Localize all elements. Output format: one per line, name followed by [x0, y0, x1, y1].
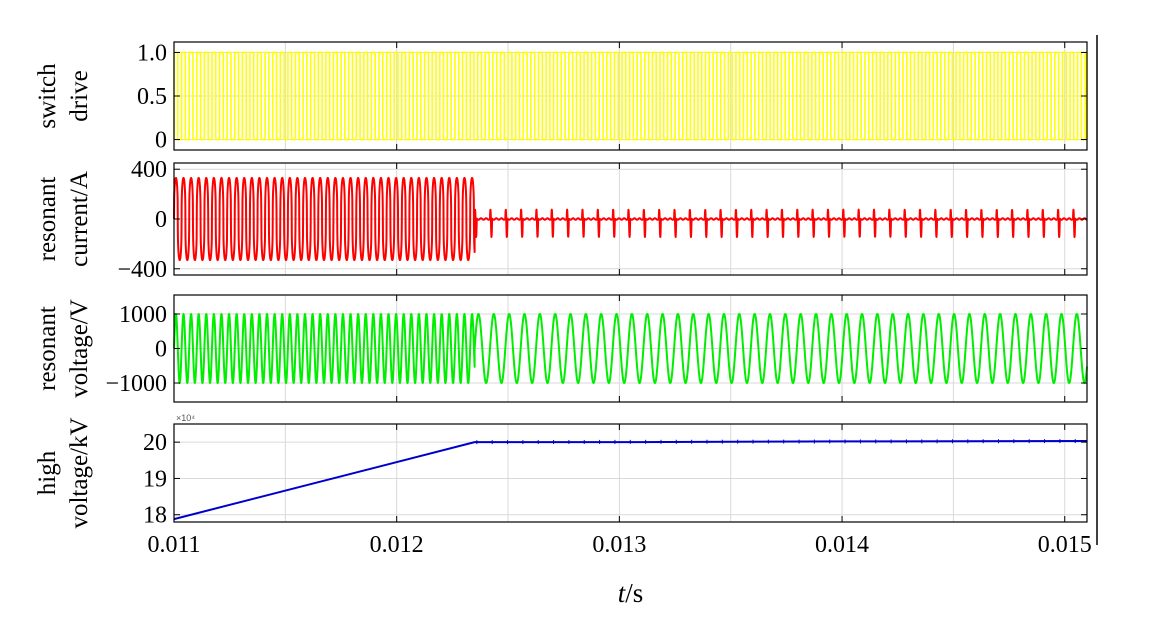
y-tick-label: 0 — [155, 128, 167, 154]
y-axis-label: drive — [66, 70, 93, 121]
series-ripple — [476, 439, 1076, 445]
y-axis-label: voltage/V — [66, 299, 93, 398]
y-tick-label: −1000 — [105, 371, 167, 397]
panel-2: −400 0 400 resonant current/A — [34, 157, 1088, 283]
y-axis-label: resonant — [34, 177, 61, 262]
series-line — [173, 312, 1088, 385]
x-tick-label: 0.013 — [592, 532, 646, 558]
x-tick-label: 0.012 — [370, 532, 424, 558]
y-tick-label: 1000 — [119, 302, 167, 328]
x-axis-label: t/s — [618, 578, 644, 608]
y-tick-label: 0 — [155, 337, 167, 363]
y-tick-label: −400 — [117, 257, 167, 283]
panel-1: 0 0.5 1.0 switch drive — [34, 40, 1088, 154]
series-line — [173, 51, 1088, 141]
y-tick-label: 18 — [143, 503, 167, 529]
y-axis-label: resonant — [34, 306, 61, 391]
plot-area — [174, 424, 1087, 522]
panel-4: 18 19 20 high voltage/kV ×10⁴ 0.011 0.012 0.013 0… — [34, 413, 1092, 608]
y-tick-label: 0.5 — [137, 84, 167, 110]
series-line — [173, 176, 1088, 262]
y-tick-label: 0 — [155, 207, 167, 233]
y-tick-label: 1.0 — [137, 40, 167, 66]
y-tick-label: 19 — [143, 466, 167, 492]
x-tick-label: 0.015 — [1038, 532, 1092, 558]
x-tick-label: 0.011 — [147, 532, 200, 558]
x-tick-label: 0.014 — [815, 532, 869, 558]
y-multiplier: ×10⁴ — [176, 413, 195, 423]
y-tick-label: 400 — [131, 157, 167, 183]
plot-frame — [173, 423, 1088, 523]
y-axis-label: voltage/kV — [66, 417, 93, 528]
y-axis-label: high — [34, 450, 61, 495]
y-axis-label: current/A — [66, 171, 93, 267]
panel-3: −1000 0 1000 resonant voltage/V — [34, 294, 1088, 403]
y-axis-label: switch — [34, 63, 61, 129]
y-tick-label: 20 — [143, 430, 167, 456]
series-line — [173, 440, 1088, 521]
